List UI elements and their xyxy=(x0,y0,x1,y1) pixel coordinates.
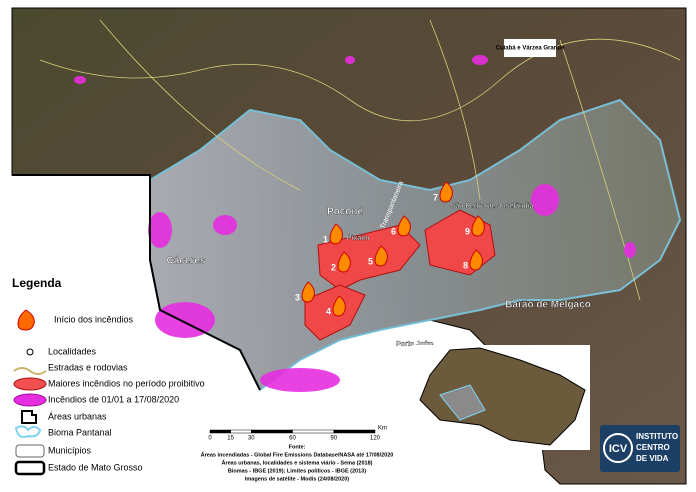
legend-label: Estradas e rodovias xyxy=(48,362,128,372)
fire-icon xyxy=(332,295,346,317)
state-border xyxy=(12,174,261,391)
source-note: Fonte:Áreas incendiadas - Global Fire Em… xyxy=(201,444,394,482)
source-line: Áreas urbanas, localidades e sistema viá… xyxy=(221,459,372,466)
legend-symbol xyxy=(17,309,35,331)
fire-number: 1 xyxy=(323,234,328,244)
place-label: Pixaim xyxy=(347,235,370,242)
legend: Legenda Início dos incêndios Localidades Es… xyxy=(12,276,205,476)
logo-short: ICV xyxy=(609,443,628,455)
logo-text: DE VIDA xyxy=(636,454,669,463)
fire-icon xyxy=(301,281,315,303)
logo-text: CENTRO xyxy=(636,443,670,452)
inset-state xyxy=(419,347,586,446)
fire-number: 5 xyxy=(368,256,373,266)
fire-icon xyxy=(439,181,453,203)
source-line: Fonte: xyxy=(289,444,306,450)
fire-number: 8 xyxy=(463,260,468,270)
logo-box xyxy=(600,425,680,472)
legend-label: Bioma Pantanal xyxy=(48,427,112,437)
fire-icon xyxy=(469,249,483,271)
legend-label: Maiores incêndios no período proibitivo xyxy=(48,378,205,388)
logo-text: INSTITUTO xyxy=(636,432,678,441)
legend-label: Municípios xyxy=(48,445,92,455)
fire-number: 2 xyxy=(331,262,336,272)
place-box xyxy=(504,39,556,57)
fire-icon xyxy=(397,215,411,237)
source-line: Biomas - IBGE (2019); Limites políticos … xyxy=(228,468,366,474)
fire-number: 4 xyxy=(326,306,331,316)
source-line: Imagens de satélite - Modis (24/08/2020) xyxy=(245,476,349,482)
fire-number: 7 xyxy=(433,192,438,202)
fire-markers: 1 2 3 4 5 6 7 8 9 xyxy=(295,181,485,317)
fire-icon xyxy=(337,251,351,273)
place-label: Porto Jofre xyxy=(396,341,433,348)
place-label: Cuiabá e Várzea Grande xyxy=(496,46,565,52)
scale-label: 120 xyxy=(370,436,381,442)
fire-areas-2020 xyxy=(74,55,636,392)
roads xyxy=(39,19,681,301)
legend-symbol xyxy=(14,425,42,438)
fire-number: 6 xyxy=(391,226,396,236)
legend-label: Localidades xyxy=(48,346,97,356)
fire-icon xyxy=(374,245,388,267)
logo-circle xyxy=(603,433,633,463)
scale-segment xyxy=(251,429,293,434)
scale-label: 0 xyxy=(208,436,212,442)
scale-segment xyxy=(209,429,231,434)
scale-segment xyxy=(333,429,376,434)
legend-symbol xyxy=(13,367,47,375)
legend-label: Incêndios de 01/01 a 17/08/2020 xyxy=(48,394,179,404)
scale-segment xyxy=(230,429,252,434)
legend-symbol xyxy=(26,348,34,356)
scale-segment xyxy=(292,429,334,434)
logo: ICV INSTITUTO CENTRO DE VIDA xyxy=(600,425,680,472)
legend-label: Estado de Mato Grosso xyxy=(48,462,143,472)
legend-symbol xyxy=(21,410,37,424)
fire-icon xyxy=(471,215,485,237)
scale-unit: Km xyxy=(378,426,387,432)
legend-label: Início dos incêndios xyxy=(54,314,134,324)
place-label: São Pedro de Joselândia xyxy=(451,203,534,210)
fire-number: 3 xyxy=(295,292,300,302)
inset-pantanal xyxy=(439,384,486,421)
scale-label: 60 xyxy=(289,436,296,442)
place-label: Cáceres xyxy=(167,256,206,267)
legend-symbol xyxy=(15,444,45,458)
scale-label: 90 xyxy=(330,436,337,442)
legend-symbol xyxy=(13,377,47,391)
fire-number: 9 xyxy=(465,226,470,236)
scale-label: 30 xyxy=(248,436,255,442)
legend-label: Áreas urbanas xyxy=(48,411,107,421)
scale-label: 15 xyxy=(227,436,234,442)
place-label: Poconé xyxy=(327,207,364,218)
legend-symbol xyxy=(13,393,47,407)
inset-map xyxy=(412,345,590,450)
legend-title: Legenda xyxy=(12,276,62,290)
fire-icon xyxy=(329,223,343,245)
source-line: Áreas incendiadas - Global Fire Emission… xyxy=(201,451,394,458)
scale-bar: 0 15 30 60 90 120 Km xyxy=(208,426,387,442)
legend-symbol xyxy=(14,460,46,476)
place-label: Barão de Melgaço xyxy=(505,300,591,311)
